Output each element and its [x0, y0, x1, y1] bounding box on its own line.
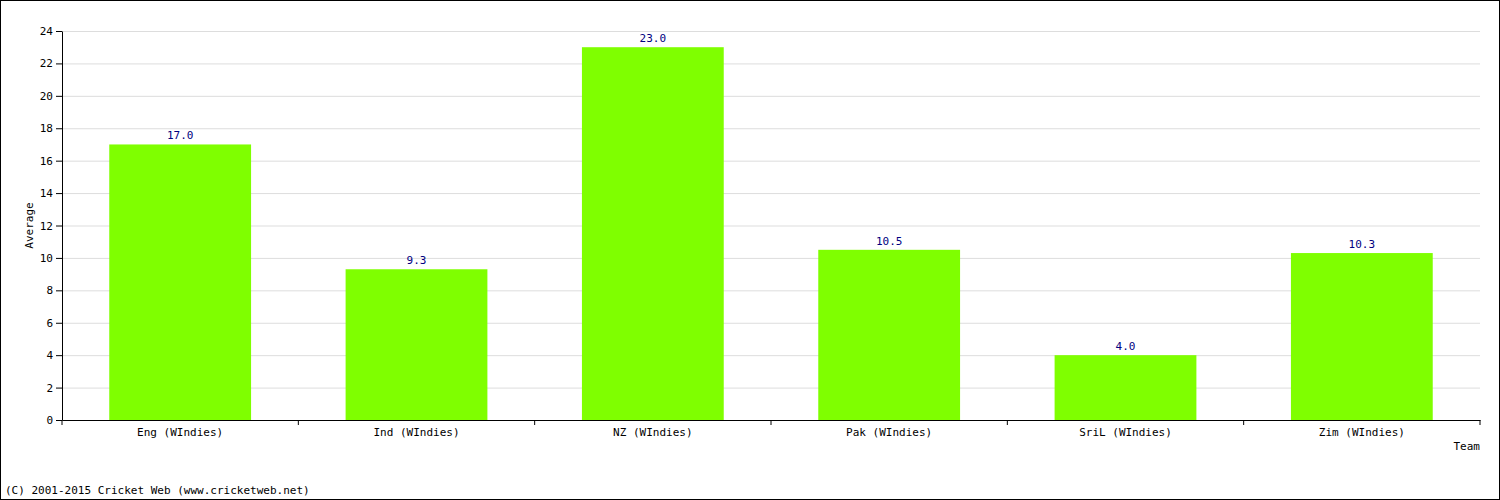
x-tick: Zim (WIndies)	[1319, 426, 1405, 439]
y-tick-label: 12	[40, 220, 53, 233]
y-tick: 10	[40, 252, 62, 265]
plot: 17.09.323.010.54.010.3024681012141618202…	[40, 25, 1481, 439]
data-labels: 17.0 9.3 23.0 10.5 4.0 10.3	[167, 32, 1375, 353]
grid-line	[62, 96, 1480, 97]
bar	[818, 250, 960, 420]
grid-line	[62, 31, 1480, 32]
category-separator	[1007, 420, 1008, 425]
y-tick-label: 4	[46, 349, 53, 362]
y-tick-mark	[56, 161, 62, 162]
chart: 17.09.323.010.54.010.3024681012141618202…	[0, 0, 1500, 500]
category-separator	[771, 420, 772, 425]
y-tick-label: 8	[46, 284, 53, 297]
y-tick-label: 14	[40, 187, 54, 200]
bar	[1055, 355, 1197, 420]
data-label: 4.0	[1116, 340, 1136, 353]
y-tick: 22	[40, 57, 62, 70]
x-tick: NZ (WIndies)	[613, 426, 692, 439]
grid-line	[62, 258, 1480, 259]
bars	[109, 47, 1432, 420]
x-tick: Pak (WIndies)	[846, 426, 932, 439]
x-tick-label: Ind (WIndies)	[373, 426, 459, 439]
category-separator	[298, 420, 299, 425]
x-tick-label: Zim (WIndies)	[1319, 426, 1405, 439]
y-axis: 024681012141618202224	[40, 25, 63, 427]
grid-line	[62, 193, 1480, 194]
y-tick-mark	[56, 128, 62, 129]
grid	[62, 32, 1480, 421]
y-tick-label: 2	[46, 382, 53, 395]
data-label: 23.0	[640, 32, 667, 45]
y-tick-label: 0	[46, 414, 53, 427]
y-tick: 0	[46, 414, 62, 427]
grid-line	[62, 63, 1480, 64]
grid-line	[62, 226, 1480, 227]
y-tick-label: 6	[46, 317, 53, 330]
y-tick-mark	[56, 31, 62, 32]
y-axis-title: Average	[23, 202, 36, 248]
y-tick-label: 22	[40, 57, 53, 70]
data-label: 10.3	[1349, 238, 1376, 251]
grid-line	[62, 161, 1480, 162]
y-tick: 14	[40, 187, 62, 200]
y-tick-mark	[56, 96, 62, 97]
grid-line	[62, 128, 1480, 129]
data-label: 10.5	[876, 235, 903, 248]
annotations: (C) 2001-2015 Cricket Web (www.cricketwe…	[5, 484, 310, 497]
grid-line	[62, 323, 1480, 324]
x-tick-label: SriL (WIndies)	[1079, 426, 1172, 439]
data-label: 17.0	[167, 129, 194, 142]
bar	[346, 269, 488, 420]
footer-note: (C) 2001-2015 Cricket Web (www.cricketwe…	[5, 484, 310, 497]
y-tick: 6	[46, 317, 62, 330]
y-tick: 18	[40, 122, 62, 135]
y-tick-label: 18	[40, 122, 53, 135]
grid-line	[62, 388, 1480, 389]
y-tick-mark	[56, 193, 62, 194]
x-tick: Ind (WIndies)	[373, 426, 459, 439]
data-label: 9.3	[407, 254, 427, 267]
y-tick: 8	[46, 284, 62, 297]
grid-line	[62, 355, 1480, 356]
y-tick-mark	[56, 258, 62, 259]
y-tick-mark	[56, 323, 62, 324]
y-tick: 16	[40, 155, 62, 168]
y-tick-mark	[56, 420, 62, 421]
y-tick-mark	[56, 388, 62, 389]
y-tick-mark	[56, 226, 62, 227]
y-tick-mark	[56, 290, 62, 291]
x-axis-title: Team	[1454, 440, 1481, 453]
y-tick-label: 16	[40, 155, 53, 168]
y-tick-label: 20	[40, 90, 53, 103]
y-axis-line	[62, 32, 63, 421]
x-tick-label: Eng (WIndies)	[137, 426, 223, 439]
page-frame	[1, 1, 1500, 500]
category-separator	[62, 420, 63, 425]
category-separator	[1480, 420, 1481, 425]
category-separators	[62, 420, 1480, 425]
y-tick-mark	[56, 355, 62, 356]
x-tick-label: Pak (WIndies)	[846, 426, 932, 439]
grid-line	[62, 290, 1480, 291]
y-tick: 12	[40, 220, 62, 233]
y-tick: 24	[40, 25, 62, 38]
y-tick-label: 24	[40, 25, 54, 38]
bar	[1291, 253, 1433, 420]
x-tick: Eng (WIndies)	[137, 426, 223, 439]
category-separator	[534, 420, 535, 425]
y-tick-label: 10	[40, 252, 53, 265]
bar	[109, 144, 251, 420]
x-tick: SriL (WIndies)	[1079, 426, 1172, 439]
category-separator	[1243, 420, 1244, 425]
x-tick-label: NZ (WIndies)	[613, 426, 692, 439]
y-tick-mark	[56, 63, 62, 64]
y-tick: 2	[46, 382, 62, 395]
bar	[582, 47, 724, 420]
y-tick: 20	[40, 90, 62, 103]
y-tick: 4	[46, 349, 62, 362]
x-axis: Eng (WIndies) Ind (WIndies) NZ (WIndies) Pa…	[63, 421, 1481, 439]
